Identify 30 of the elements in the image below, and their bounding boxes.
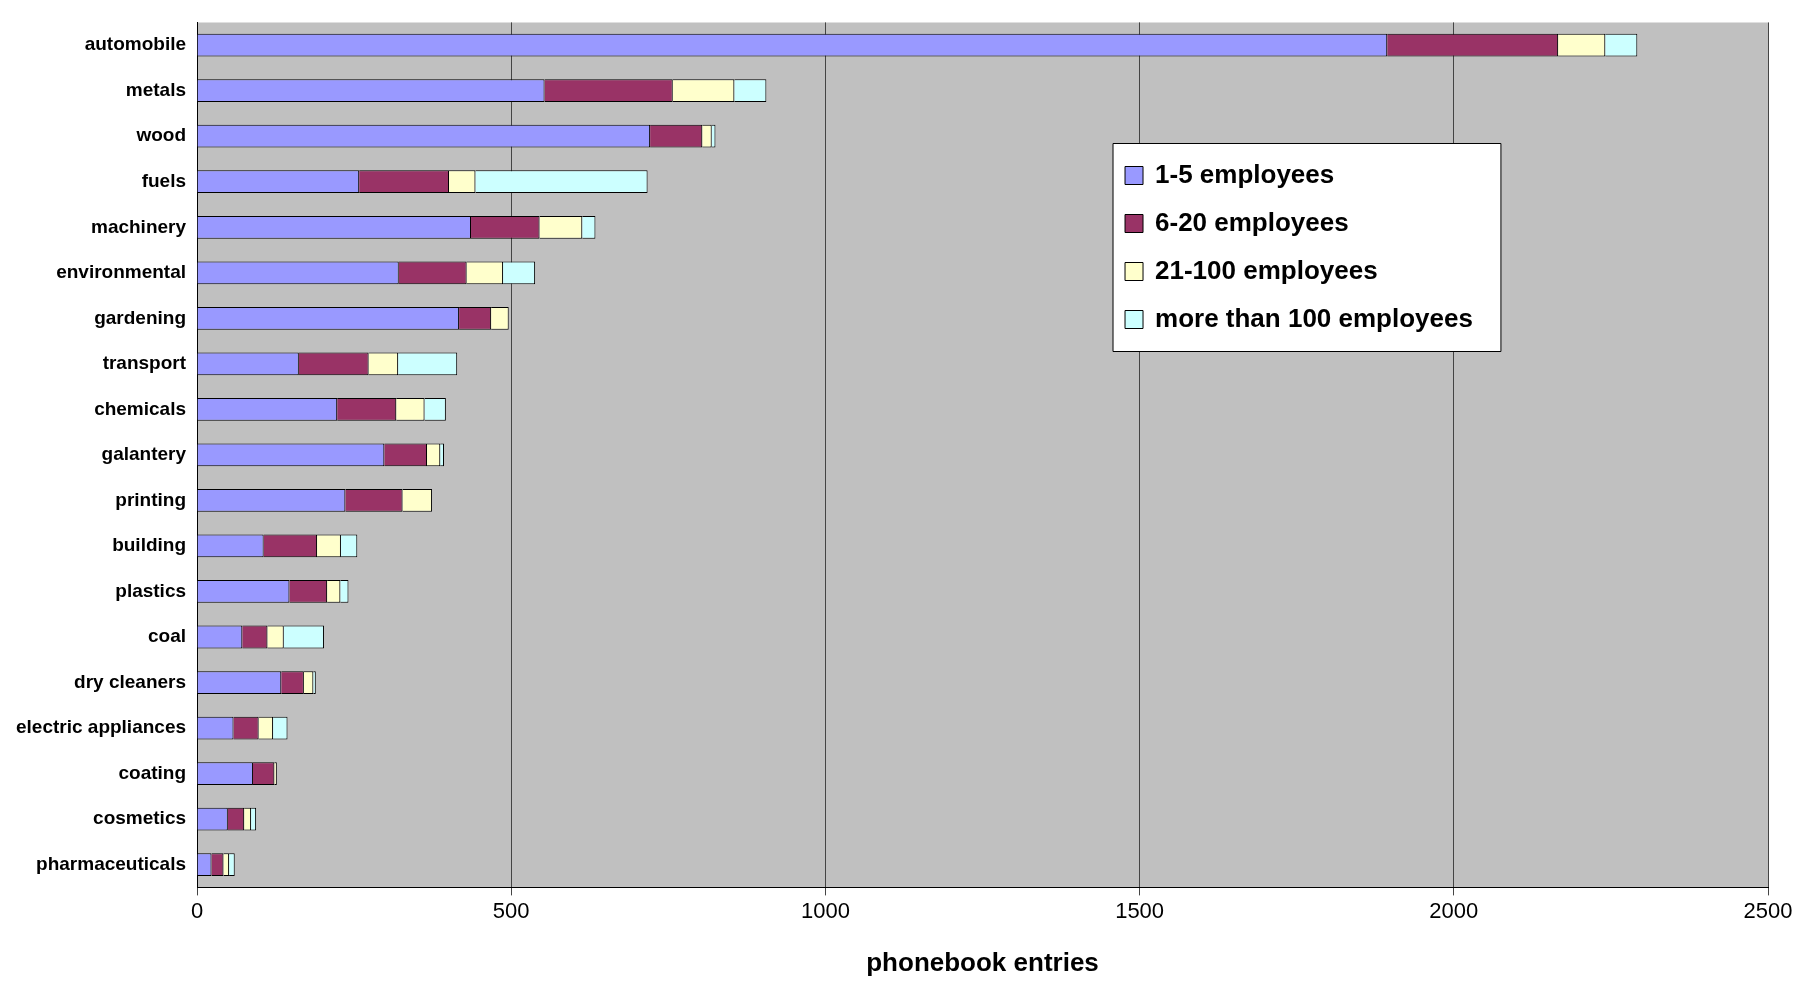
x-tick-label: 1500 xyxy=(1115,897,1165,923)
legend-label: 6-20 employees xyxy=(1155,206,1349,237)
y-tick-label: automobile xyxy=(84,33,187,55)
y-tick-label: fuels xyxy=(141,169,187,191)
y-tick-label: environmental xyxy=(56,261,187,283)
x-tick-label: 2000 xyxy=(1429,897,1479,923)
y-tick-label: pharmaceuticals xyxy=(36,852,187,874)
legend-label: more than 100 employees xyxy=(1155,302,1473,333)
y-tick-label: gardening xyxy=(94,306,187,328)
y-tick-label: wood xyxy=(135,124,187,146)
y-tick-label: chemicals xyxy=(94,397,187,419)
x-tick-label: 2500 xyxy=(1743,897,1793,923)
x-axis-title: phonebook entries xyxy=(866,946,1099,977)
x-tick-label: 500 xyxy=(492,897,530,923)
x-tick-label: 1000 xyxy=(800,897,850,923)
y-tick-label: building xyxy=(112,534,187,556)
y-tick-label: dry cleaners xyxy=(74,670,187,692)
y-tick-label: coal xyxy=(148,625,187,647)
y-tick-label: electric appliances xyxy=(15,716,187,738)
y-tick-label: galantery xyxy=(101,443,187,465)
y-tick-label: coating xyxy=(118,761,187,783)
y-tick-label: plastics xyxy=(115,579,187,601)
legend-label: 21-100 employees xyxy=(1155,254,1378,285)
y-tick-label: printing xyxy=(115,488,187,510)
y-tick-label: machinery xyxy=(90,215,187,237)
y-tick-label: metals xyxy=(125,78,187,100)
x-tick-label: 0 xyxy=(190,897,204,923)
y-tick-label: transport xyxy=(102,352,187,374)
y-tick-label: cosmetics xyxy=(93,807,187,829)
legend-label: 1-5 employees xyxy=(1155,158,1335,189)
